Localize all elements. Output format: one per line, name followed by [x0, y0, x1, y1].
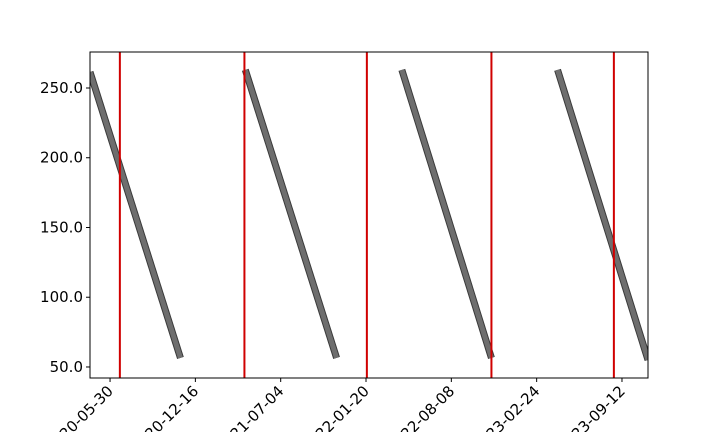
y-tick-label: 250.0 [40, 79, 83, 97]
line [242, 69, 339, 359]
x-tick-label: 2023-02-24 [469, 382, 543, 432]
y-tick-label: 200.0 [40, 149, 83, 167]
x-tick-label: 2020-12-16 [128, 382, 202, 432]
x-tick-label: 2021-07-04 [213, 382, 287, 432]
y-tick-label: 100.0 [40, 288, 83, 306]
line [555, 69, 648, 361]
x-tick-label: 2023-09-12 [554, 382, 628, 432]
x-tick-label: 2022-08-08 [384, 382, 458, 432]
line [399, 69, 494, 359]
x-tick-label: 2020-05-30 [43, 382, 117, 432]
line [90, 71, 183, 359]
x-tick-label: 2022-01-20 [298, 382, 372, 432]
plot-frame [89, 51, 649, 379]
y-tick-label: 150.0 [40, 218, 83, 236]
y-tick-label: 50.0 [50, 358, 83, 376]
plot-area [90, 52, 648, 378]
